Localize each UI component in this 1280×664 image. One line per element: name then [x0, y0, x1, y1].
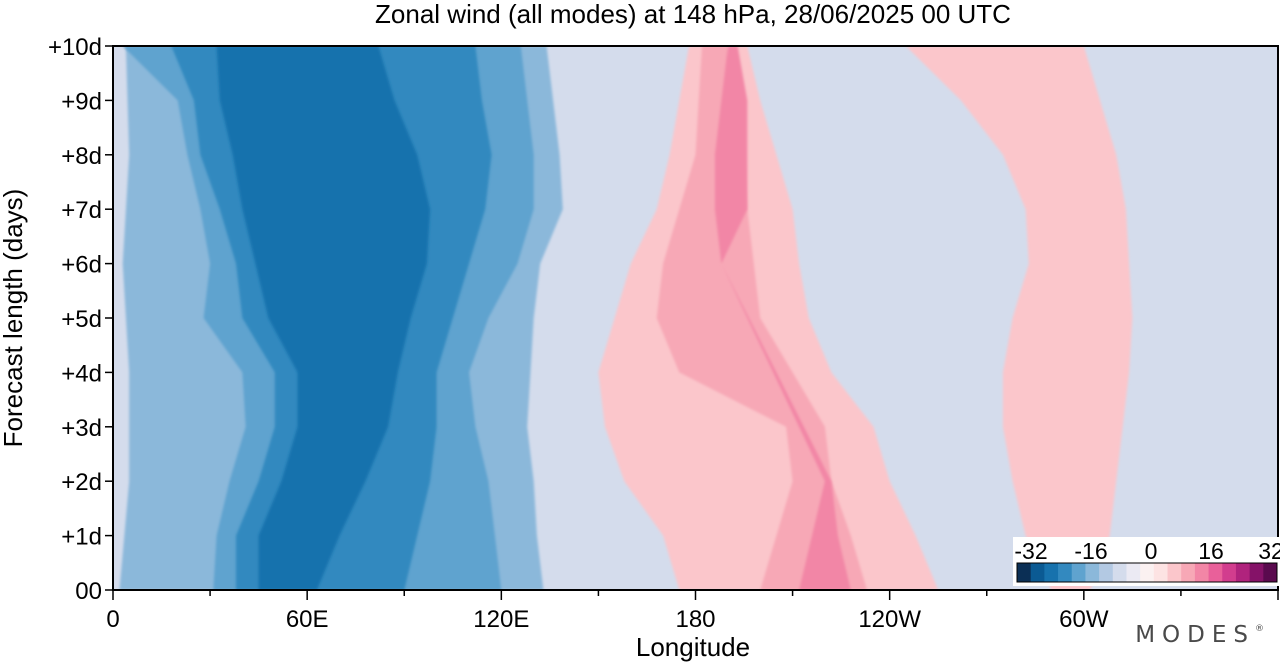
colorbar-swatch: [1153, 563, 1169, 582]
plot-area: [113, 46, 1278, 590]
y-tick-label: +7d: [61, 197, 102, 224]
colorbar-swatch: [1167, 563, 1182, 582]
y-axis: 00 +1d +2d +3d +4d +5d +6d +7d +8d +9d +10d: [48, 34, 113, 605]
colorbar-swatch: [1208, 563, 1223, 582]
colorbar-swatch: [1085, 563, 1100, 582]
colorbar-swatch: [1222, 563, 1237, 582]
colorbar-label: 16: [1198, 538, 1224, 564]
colorbar-swatch: [1263, 563, 1278, 582]
colorbar-label: -16: [1074, 538, 1107, 564]
modes-logo: MODES®: [1135, 622, 1264, 648]
contour-band-3: [216, 46, 431, 590]
colorbar-label: -32: [1014, 538, 1047, 564]
colorbar-swatch: [1126, 563, 1141, 582]
y-tick-label: +3d: [61, 415, 102, 442]
contour-band-4: [598, 46, 939, 590]
y-axis-label: Forecast length (days): [0, 189, 28, 448]
contour-bands: [119, 46, 1133, 590]
chart-title: Zonal wind (all modes) at 148 hPa, 28/06…: [375, 0, 1011, 29]
x-tick-label: 120E: [473, 606, 529, 633]
x-axis-label: Longitude: [636, 632, 750, 662]
y-tick-label: +10d: [48, 34, 102, 61]
colorbar: -32 -16 0 16 32: [1013, 537, 1280, 586]
y-tick-label: 00: [75, 578, 102, 605]
contour-band-7: [714, 46, 851, 590]
x-tick-label: 180: [675, 606, 715, 633]
colorbar-swatch: [1194, 563, 1210, 582]
x-tick-label: 0: [106, 606, 119, 633]
colorbar-frame: [1016, 562, 1278, 583]
colorbar-swatch: [1235, 563, 1251, 582]
colorbar-swatch: [1058, 563, 1073, 582]
colorbar-swatch: [1112, 563, 1127, 582]
y-tick-label: +9d: [61, 88, 102, 115]
colorbar-swatch: [1140, 563, 1155, 582]
y-tick-label: +2d: [61, 469, 102, 496]
x-axis: 0 60E 120E 180 120W 60W: [106, 590, 1279, 633]
colorbar-swatch: [1071, 563, 1086, 582]
colorbar-swatch: [1249, 563, 1264, 582]
colorbar-swatch: [1181, 563, 1196, 582]
x-tick-label: 60E: [286, 606, 329, 633]
colorbar-label: 0: [1145, 538, 1158, 564]
y-tick-label: +5d: [61, 306, 102, 333]
contour-band-5: [905, 46, 1133, 590]
colorbar-swatch: [1017, 563, 1032, 582]
y-tick-label: +4d: [61, 360, 102, 387]
colorbar-swatch: [1030, 563, 1045, 582]
x-tick-label: 60W: [1059, 606, 1109, 633]
x-tick-label: 120W: [858, 606, 921, 633]
y-tick-label: +8d: [61, 143, 102, 170]
colorbar-label: 32: [1258, 538, 1280, 564]
colorbar-swatch: [1099, 563, 1114, 582]
y-tick-label: +1d: [61, 524, 102, 551]
y-tick-label: +6d: [61, 252, 102, 279]
colorbar-swatch: [1044, 563, 1059, 582]
